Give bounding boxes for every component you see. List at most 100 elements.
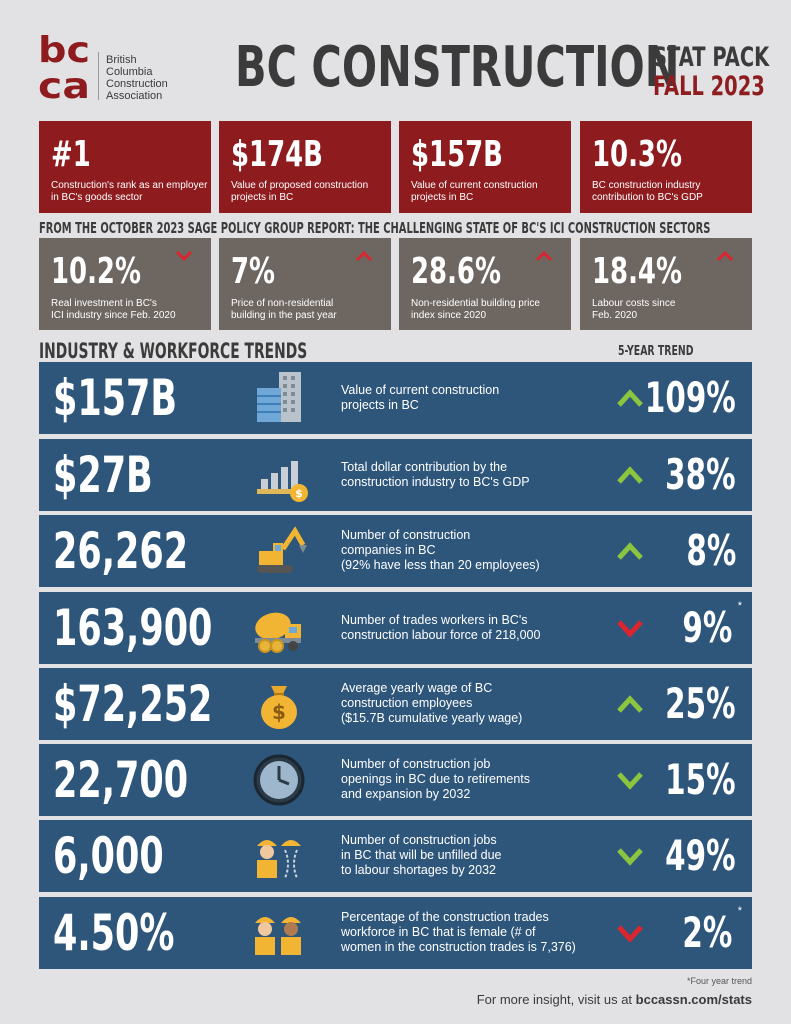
trend-percent: 15% xyxy=(665,755,736,804)
chevron-up-icon xyxy=(617,695,643,713)
stat-label: Value of current construction projects i… xyxy=(411,180,538,203)
stat-value: 18.4% xyxy=(592,251,682,292)
trend-value: $72,252 xyxy=(53,675,213,733)
trend-description-line: construction labour force of 218,000 xyxy=(341,628,541,642)
trend-value: 163,900 xyxy=(53,599,213,657)
ici-stats: 10.2% Real investment in BC's ICI indust… xyxy=(39,238,752,330)
stat-label-line: ICI industry since Feb. 2020 xyxy=(51,310,176,321)
stat-label-line: index since 2020 xyxy=(411,310,487,321)
trend-description: Total dollar contribution by the constru… xyxy=(341,460,601,490)
chevron-up-icon xyxy=(535,250,553,262)
trend-description: Number of construction jobs in BC that w… xyxy=(341,833,601,878)
money-bag-icon: $ xyxy=(261,686,297,729)
trend-row: $27B $ Total dollar contribution by the … xyxy=(39,439,752,511)
trend-description-line: Value of current construction xyxy=(341,383,500,397)
trend-row: 26,262 Number of construction companies … xyxy=(39,515,752,587)
stat-label: Value of proposed construction projects … xyxy=(231,180,369,203)
trend-row: 4.50% Percentage of the construction tra… xyxy=(39,897,752,969)
stat-label-line: building in the past year xyxy=(231,310,337,321)
footnote-marker: * xyxy=(737,600,742,612)
footer-prefix: For more insight, visit us at xyxy=(476,992,633,1007)
headline-stat-card: #1 Construction's rank as an employer in… xyxy=(39,121,211,213)
logo-text: British Columbia Construction Associatio… xyxy=(106,54,168,102)
logo-line: Construction xyxy=(106,78,168,90)
trend-description-line: Number of construction xyxy=(341,528,471,542)
trend-description-line: construction industry to BC's GDP xyxy=(341,475,530,489)
logo-line: Association xyxy=(106,90,163,102)
bcca-logo-mark: bc ca xyxy=(38,30,90,100)
headline-stat-card: $157B Value of current construction proj… xyxy=(399,121,571,213)
trend-percent: 25% xyxy=(665,679,736,728)
logo-mark-top: bc xyxy=(38,30,90,71)
chevron-down-icon xyxy=(617,848,643,866)
logo-line: Columbia xyxy=(106,66,153,78)
stat-label-line: Feb. 2020 xyxy=(592,310,638,321)
stat-label-line: Non-residential building price xyxy=(411,298,540,309)
svg-text:$: $ xyxy=(272,700,286,724)
stat-label: Labour costs since Feb. 2020 xyxy=(592,298,752,322)
stat-value: $157B xyxy=(411,134,503,175)
chevron-down-icon xyxy=(175,250,193,262)
trend-description: Value of current construction projects i… xyxy=(341,383,601,413)
stat-value: 10.3% xyxy=(592,134,682,175)
trend-description-line: companies in BC xyxy=(341,543,436,557)
chevron-up-icon xyxy=(617,542,643,560)
trend-description-line: workforce in BC that is female (# of xyxy=(341,925,536,939)
trend-percent: 2% xyxy=(682,908,732,957)
buildings-icon xyxy=(257,372,301,422)
trend-column-label: 5-YEAR TREND xyxy=(618,344,694,359)
trend-description-line: ($15.7B cumulative yearly wage) xyxy=(341,711,523,725)
trend-description-line: projects in BC xyxy=(341,398,419,412)
chevron-down-icon xyxy=(617,772,643,790)
trend-value: $157B xyxy=(53,369,178,427)
trend-description-line: Number of construction jobs xyxy=(341,833,497,847)
trend-description-line: Percentage of the construction trades xyxy=(341,910,549,924)
page-title: BC CONSTRUCTION xyxy=(235,35,680,100)
ici-stat-card: 28.6% Non-residential building price ind… xyxy=(399,238,571,330)
trend-row: $72,252 $ Average yearly wage of BC cons… xyxy=(39,668,752,740)
stat-label: Real investment in BC's ICI industry sin… xyxy=(51,298,211,322)
trend-description: Number of construction companies in BC (… xyxy=(341,528,601,573)
excavator-icon xyxy=(257,526,307,573)
trend-value: 4.50% xyxy=(53,904,175,962)
trend-percent: 8% xyxy=(686,526,736,575)
stat-label: Non-residential building price index sin… xyxy=(411,298,571,322)
section-heading: INDUSTRY & WORKFORCE TRENDS xyxy=(39,339,308,363)
footer-link[interactable]: bccassn.com/stats xyxy=(635,992,752,1007)
chevron-down-icon xyxy=(617,620,643,638)
stat-value: 7% xyxy=(231,251,276,292)
trend-description-line: women in the construction trades is 7,37… xyxy=(341,940,576,954)
stat-value: 10.2% xyxy=(51,251,141,292)
trend-row: 22,700 Number of construction job openin… xyxy=(39,744,752,816)
trend-percent: 49% xyxy=(665,831,736,880)
stat-pack-label: STAT PACK xyxy=(653,42,770,73)
trend-description-line: (92% have less than 20 employees) xyxy=(341,558,540,572)
stat-label: Price of non-residential building in the… xyxy=(231,298,391,322)
trend-description-line: Average yearly wage of BC xyxy=(341,681,493,695)
ici-stat-card: 10.2% Real investment in BC's ICI indust… xyxy=(39,238,211,330)
chevron-down-icon xyxy=(617,925,643,943)
trend-description: Number of trades workers in BC's constru… xyxy=(341,613,601,643)
chevron-up-icon xyxy=(355,250,373,262)
trend-value: 6,000 xyxy=(53,827,164,885)
season-label: FALL 2023 xyxy=(653,71,765,102)
trend-description-line: openings in BC due to retirements xyxy=(341,772,530,786)
trend-description-line: to labour shortages by 2032 xyxy=(341,863,496,877)
bcca-logo: bc ca British Columbia Construction Asso… xyxy=(38,30,218,102)
chevron-up-icon xyxy=(617,466,643,484)
trend-value: $27B xyxy=(53,446,153,504)
trend-percent: 38% xyxy=(665,450,736,499)
footnote: *Four year trend xyxy=(686,976,752,986)
trend-description: Number of construction job openings in B… xyxy=(341,757,601,802)
stat-value: 28.6% xyxy=(411,251,501,292)
trend-description-line: in BC that will be unfilled due xyxy=(341,848,502,862)
cement-mixer-icon xyxy=(255,612,301,653)
chevron-up-icon xyxy=(716,250,734,262)
trend-description-line: construction employees xyxy=(341,696,473,710)
stat-label-line: Price of non-residential xyxy=(231,298,334,309)
headline-stat-card: 10.3% BC construction industry contribut… xyxy=(580,121,752,213)
female-workers-icon xyxy=(255,917,301,955)
trend-description-line: Number of construction job xyxy=(341,757,491,771)
trend-value: 22,700 xyxy=(53,751,189,809)
trend-row: $157B Value of current construction proj… xyxy=(39,362,752,434)
